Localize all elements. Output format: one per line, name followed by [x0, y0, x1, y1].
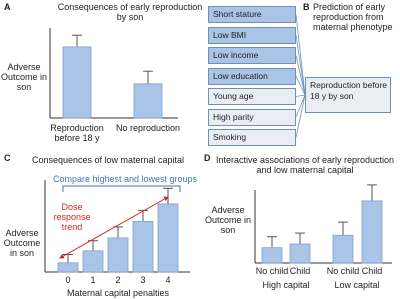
predictor-box: Smoking — [208, 129, 296, 146]
connector — [295, 14, 306, 96]
panel-letter: C — [4, 153, 11, 163]
annotation: Compare highest and lowest groups — [52, 174, 198, 184]
x-tick-label: 1 — [90, 275, 96, 285]
group-label: High capital — [262, 280, 310, 290]
x-tick-label: 0 — [65, 275, 71, 285]
bar — [57, 262, 79, 273]
predictor-box: Young age — [208, 88, 296, 105]
connector — [295, 94, 306, 118]
bar — [132, 220, 154, 273]
panel-letter: B — [303, 2, 310, 12]
predictor-box: Low income — [208, 47, 296, 64]
x-tick-label: Child — [361, 266, 383, 276]
trend-arrow — [59, 196, 169, 259]
bar — [107, 237, 129, 273]
x-tick-label: 4 — [165, 275, 171, 285]
connector — [295, 94, 306, 97]
x-tick-label: Child — [289, 266, 311, 276]
x-tick-label: 3 — [140, 275, 146, 285]
annotation: Dose response trend — [53, 202, 91, 232]
predictor-box: Low education — [208, 67, 296, 85]
bar — [332, 234, 354, 264]
bar — [157, 203, 179, 273]
connector — [295, 75, 306, 96]
connector — [295, 55, 306, 96]
predictor-box: High parity — [208, 108, 296, 126]
bracket — [62, 185, 181, 192]
bar — [361, 200, 383, 264]
panel-title: Consequences of early reproduction by so… — [57, 2, 203, 22]
x-tick-label: Reproduction before 18 y — [50, 123, 104, 143]
bar — [261, 247, 283, 264]
bar — [82, 250, 104, 273]
panel-title: Consequences of low maternal capital — [31, 155, 185, 165]
bar — [289, 243, 311, 264]
x-tick-label: No child — [255, 266, 289, 276]
panel-letter: D — [204, 153, 211, 163]
bar — [133, 83, 163, 119]
x-axis-label: Maternal capital penalties — [66, 288, 170, 298]
connector — [295, 94, 306, 138]
x-tick-label: No child — [326, 266, 360, 276]
connector — [295, 34, 306, 96]
predictor-box: Low BMI — [208, 26, 296, 44]
group-label: Low capital — [334, 280, 380, 290]
y-axis-label: Adverse Outcome in son — [0, 62, 48, 92]
outcome-box: Reproduction before 18 y by son — [305, 77, 391, 113]
x-tick-label: No reproduction — [115, 123, 181, 133]
y-axis-label: Adverse Outcome in son — [204, 205, 252, 235]
diagram-title: Prediction of early reproduction from ma… — [313, 2, 393, 32]
x-tick-label: 2 — [115, 275, 121, 285]
y-axis-label: Adverse Outcome in son — [3, 228, 41, 258]
predictor-box: Short stature — [208, 6, 296, 23]
panel-title: Interactive associations of early reprod… — [215, 155, 395, 175]
panel-letter: A — [4, 2, 11, 12]
bar — [62, 46, 92, 119]
